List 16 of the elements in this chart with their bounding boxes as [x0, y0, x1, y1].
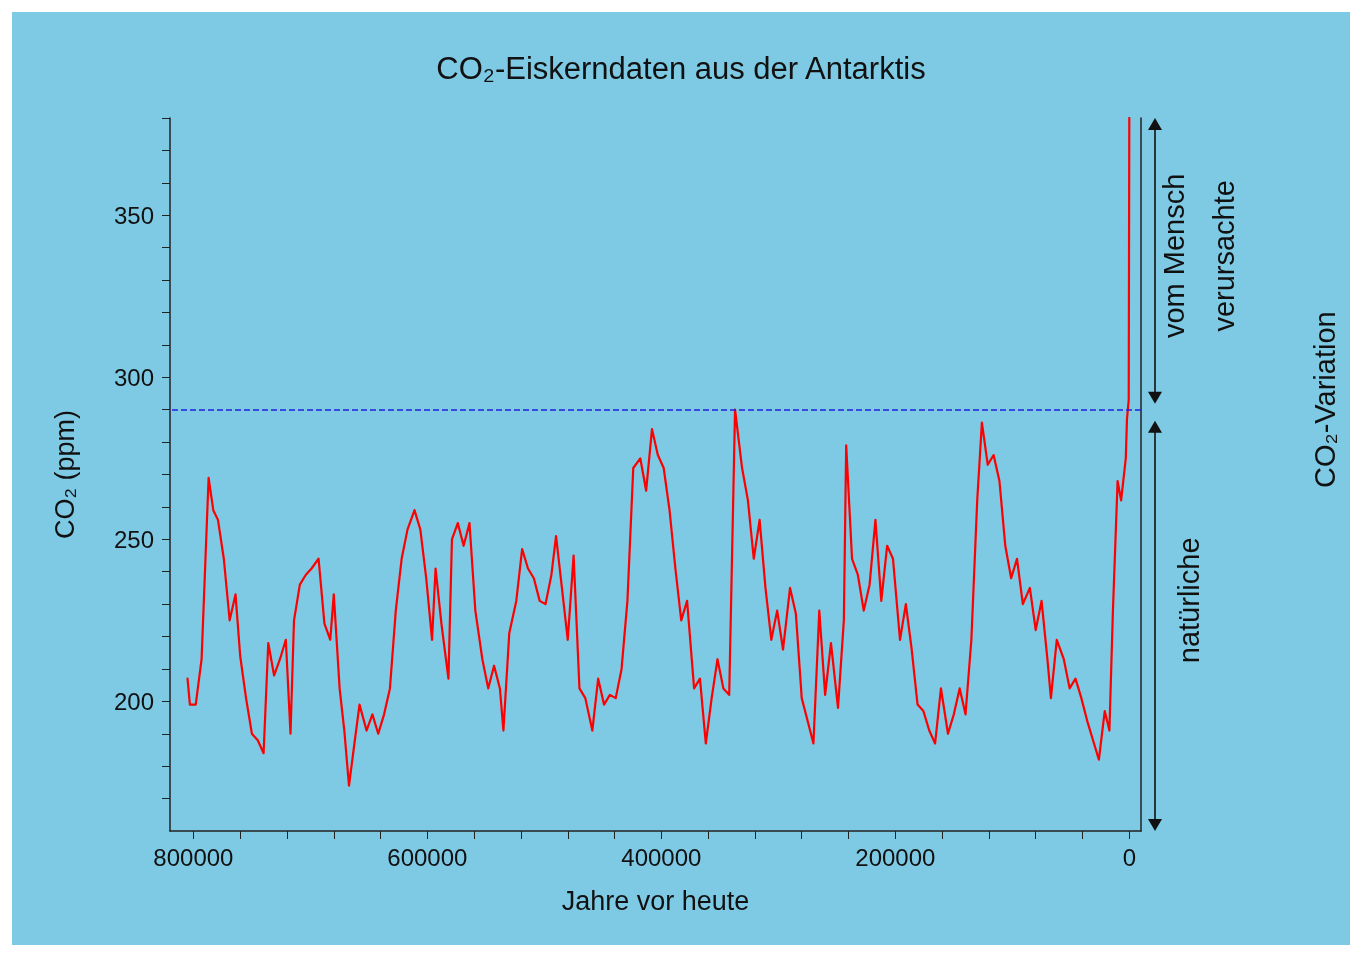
x-tick-label: 600000: [387, 843, 468, 871]
line-series: [186, 116, 1131, 787]
text: natürliche: [1173, 537, 1205, 664]
text: vom Mensch verursachte: [1158, 173, 1240, 339]
y-axis-title: CO₂ (ppm): [49, 410, 80, 539]
x-tick-label: 200000: [855, 843, 936, 871]
y-tick-label: 250: [113, 525, 154, 553]
y-tick-label: 300: [113, 363, 154, 391]
text: CO₂-Variation: [1309, 311, 1341, 489]
y-tick-label: 350: [113, 201, 154, 229]
y-tick-label: 200: [113, 687, 154, 715]
x-tick-label: 400000: [621, 843, 702, 871]
x-tick-label: 800000: [153, 843, 234, 871]
chart-title: CO₂-Eiskerndaten aus der Antarktis: [436, 51, 926, 86]
x-tick-label: 0: [1122, 843, 1136, 871]
x-axis-title: Jahre vor heute: [561, 885, 750, 916]
